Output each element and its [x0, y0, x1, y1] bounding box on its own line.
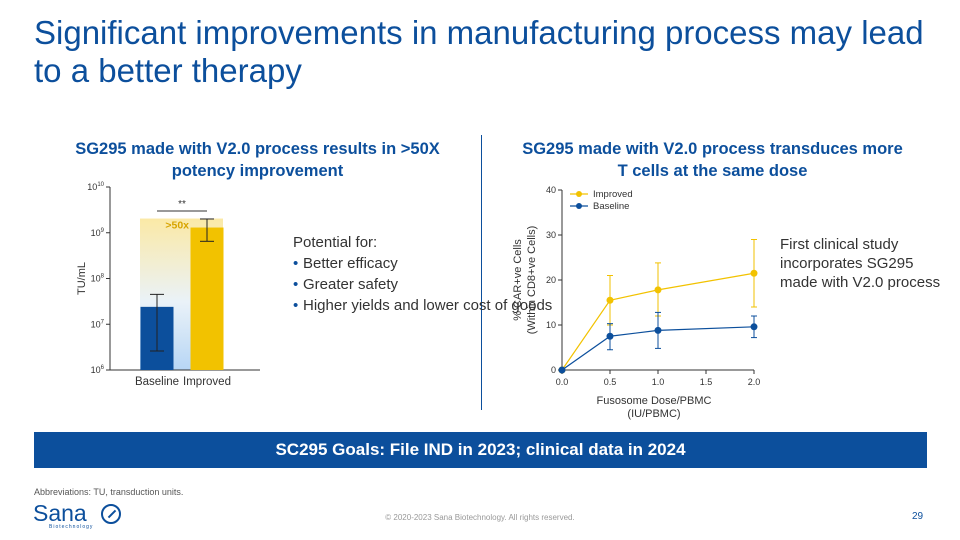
bar-improved	[190, 227, 224, 370]
y-tick-label: 40	[546, 185, 556, 195]
data-point-baseline	[558, 366, 566, 374]
y-tick-label: 0	[551, 365, 556, 375]
y-tick-label: 10	[546, 320, 556, 330]
y-tick-label: 1010	[87, 182, 104, 192]
sana-logo: Sana Biotechnology	[33, 500, 133, 530]
y-tick-label: 30	[546, 230, 556, 240]
x-tick-label: 1.5	[700, 377, 713, 387]
x-category-label: Baseline	[135, 376, 179, 388]
slide-title: Significant improvements in manufacturin…	[34, 14, 924, 89]
potential-title: Potential for:	[293, 234, 378, 251]
potential-item: Higher yields and lower cost of goods	[293, 295, 552, 316]
y-tick-label: 109	[91, 228, 105, 238]
x-tick-label: 1.0	[652, 377, 665, 387]
y-axis-label: % CAR+ve Cells	[512, 239, 524, 321]
x-axis-label: Fusosome Dose/PBMC	[597, 395, 712, 407]
legend-label: Baseline	[593, 201, 629, 212]
data-point-improved	[654, 286, 662, 294]
series-line-baseline	[561, 326, 755, 371]
data-point-baseline	[606, 332, 614, 340]
logo-subtitle: Biotechnology	[49, 524, 94, 530]
y-tick-label: 108	[91, 274, 105, 284]
left-panel-heading: SG295 made with V2.0 process results in …	[75, 140, 440, 180]
x-axis-label: (IU/PBMC)	[627, 408, 680, 420]
logo-arrow-icon	[101, 504, 121, 524]
significance-label: **	[178, 199, 186, 210]
potency-bar-chart: 106 107 108 109 1010 TU/mL Baseline Improved ** >…	[76, 182, 260, 388]
data-point-improved	[750, 269, 758, 277]
potential-item: Better efficacy	[293, 253, 552, 274]
logo-wordmark: Sana	[33, 500, 87, 526]
legend-marker	[576, 191, 582, 197]
x-category-label: Improved	[183, 376, 231, 388]
potential-item: Greater safety	[293, 274, 552, 295]
study-note: First clinical study incorporates SG295 …	[780, 236, 941, 291]
x-tick-label: 0.0	[556, 377, 569, 387]
right-panel-heading: SG295 made with V2.0 process transduces …	[522, 140, 903, 180]
x-tick-label: 2.0	[748, 377, 761, 387]
y-tick-label: 106	[91, 365, 105, 375]
fold-change-label: >50x	[165, 220, 189, 232]
legend-marker	[576, 203, 582, 209]
transduction-line-chart: 0 10 20 30 40 0.0 0.5 1.0 1.5 2.0 Fusosome Dose/PB…	[512, 185, 761, 420]
y-tick-label: 107	[91, 319, 105, 329]
legend-label: Improved	[593, 189, 633, 200]
data-point-improved	[606, 296, 614, 304]
potential-list: Potential for: Better efficacy Greater s…	[293, 232, 552, 316]
y-axis-label: (Within CD8+ve Cells)	[526, 226, 538, 335]
copyright: © 2020-2023 Sana Biotechnology. All righ…	[385, 513, 575, 522]
x-tick-label: 0.5	[604, 377, 617, 387]
series-line-improved	[561, 272, 755, 371]
abbreviations-note: Abbreviations: TU, transduction units.	[34, 487, 184, 497]
page-number: 29	[912, 511, 924, 522]
data-point-baseline	[654, 326, 662, 334]
goal-banner: SC295 Goals: File IND in 2023; clinical …	[34, 432, 927, 468]
y-tick-label: 20	[546, 275, 556, 285]
data-point-baseline	[750, 323, 758, 331]
y-axis-label: TU/mL	[76, 262, 88, 295]
